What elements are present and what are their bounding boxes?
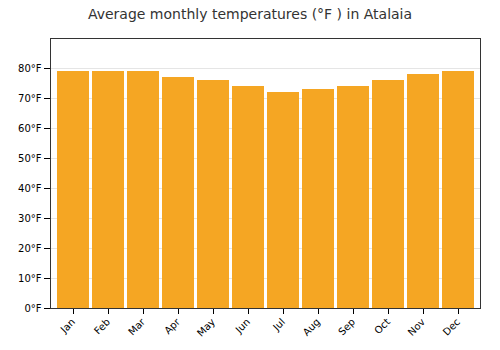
- svg-text:30°F: 30°F: [18, 213, 42, 224]
- svg-text:80°F: 80°F: [18, 63, 42, 74]
- svg-text:60°F: 60°F: [18, 123, 42, 134]
- html-text:Average monthly temperatures (: Average monthly temperatures (°F ) in At…: [87, 6, 413, 22]
- svg-text:May: May: [195, 316, 217, 338]
- svg-text:Dec: Dec: [441, 316, 462, 337]
- svg-text:Aug: Aug: [301, 316, 323, 338]
- svg-text:Jan: Jan: [58, 316, 77, 335]
- svg-text:0°F: 0°F: [24, 303, 41, 314]
- svg-text:40°F: 40°F: [18, 183, 42, 194]
- svg-text:50°F: 50°F: [18, 153, 42, 164]
- svg-text:70°F: 70°F: [18, 93, 42, 104]
- svg-text:20°F: 20°F: [18, 243, 42, 254]
- svg-text:10°F: 10°F: [18, 273, 42, 284]
- svg-text:Apr: Apr: [162, 316, 183, 337]
- svg-text:Feb: Feb: [92, 316, 112, 336]
- svg-text:Oct: Oct: [372, 316, 392, 336]
- svg-text:Sep: Sep: [336, 316, 357, 337]
- svg-text:Mar: Mar: [126, 316, 148, 338]
- svg-text:Nov: Nov: [406, 316, 428, 338]
- svg-text:Jul: Jul: [270, 316, 287, 333]
- svg-text:Jun: Jun: [233, 316, 253, 336]
